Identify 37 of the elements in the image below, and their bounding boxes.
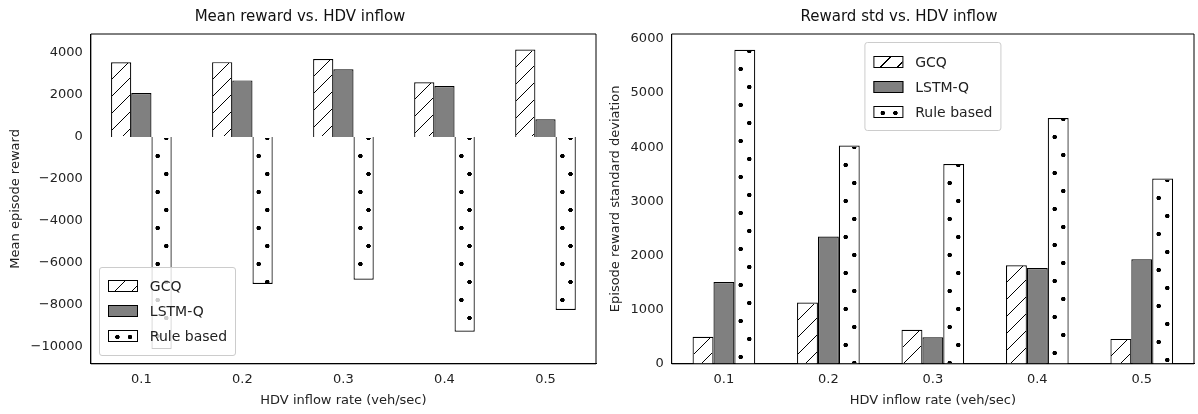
y-tick-label: 5000 [630, 84, 664, 100]
x-tick-label: 0.2 [232, 370, 253, 386]
y-tick-label: −2000 [38, 170, 83, 186]
x-tick-label: 0.4 [1026, 370, 1048, 386]
y-tick-label: 3000 [630, 192, 664, 208]
x-axis-title: HDV inflow rate (veh/sec) [260, 391, 427, 407]
legend-label: GCQ [915, 53, 947, 70]
x-axis-title: HDV inflow rate (veh/sec) [849, 391, 1016, 407]
legend-label: Rule based [915, 103, 993, 120]
y-tick-label: 0 [74, 128, 83, 144]
y-axis-title: Episode reward standard deviation [607, 85, 623, 313]
x-tick-label: 0.3 [922, 370, 944, 386]
legend-label: GCQ [149, 278, 182, 295]
x-tick-label: 0.3 [333, 370, 354, 386]
y-tick-label: −10000 [30, 338, 83, 354]
y-tick-label: 2000 [630, 246, 664, 262]
chart-title: Reward std vs. HDV inflow [800, 6, 998, 25]
x-tick-label: 0.5 [1131, 370, 1153, 386]
y-tick-label: 2000 [49, 86, 83, 102]
y-tick-label: 0 [655, 355, 664, 371]
x-tick-label: 0.1 [713, 370, 735, 386]
y-tick-label: −4000 [38, 212, 83, 228]
x-tick-label: 0.4 [434, 370, 455, 386]
y-axis-title: Mean episode reward [7, 129, 23, 269]
x-tick-label: 0.1 [131, 370, 152, 386]
x-tick-label: 0.2 [818, 370, 839, 386]
y-tick-label: −6000 [38, 254, 83, 270]
y-tick-label: 6000 [630, 30, 664, 46]
y-tick-label: 1000 [630, 301, 664, 317]
y-tick-label: −8000 [38, 296, 83, 312]
chart-title: Mean reward vs. HDV inflow [194, 6, 406, 25]
legend-label: LSTM-Q [149, 303, 204, 320]
legend-label: LSTM-Q [915, 78, 970, 95]
legend-label: Rule based [149, 328, 228, 345]
y-tick-label: 4000 [630, 138, 664, 154]
x-tick-label: 0.5 [535, 370, 556, 386]
y-tick-label: 4000 [49, 44, 83, 60]
